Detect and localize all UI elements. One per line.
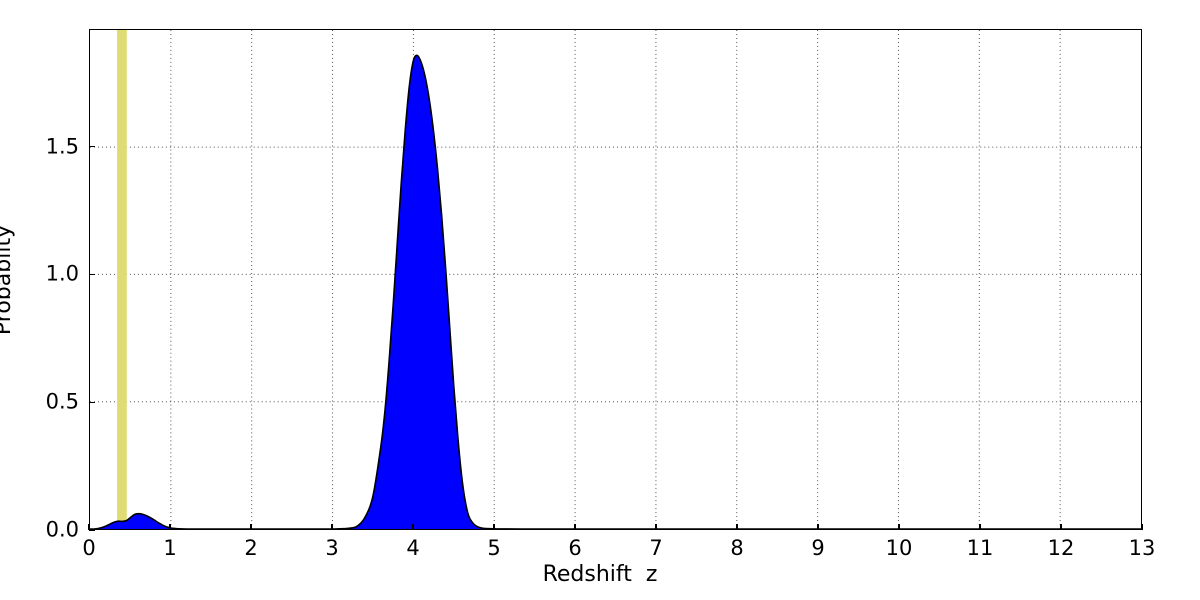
x-tick-label: 5 — [487, 536, 501, 560]
y-tick-mark — [89, 145, 95, 148]
x-tick-label: 10 — [885, 536, 913, 560]
x-tick-label: 6 — [568, 536, 582, 560]
curve-outline — [90, 54, 1141, 529]
y-tick-mark — [89, 529, 95, 531]
x-tick-mark — [655, 524, 657, 530]
y-tick-label: 0.5 — [45, 389, 79, 414]
x-tick-mark — [817, 524, 819, 530]
y-tick-label: 1.5 — [45, 134, 79, 159]
y-axis-title: Probablity — [0, 224, 16, 336]
y-tick-mark — [89, 401, 95, 403]
probability-density-curve — [90, 54, 1141, 529]
x-tick-label: 3 — [325, 536, 339, 560]
x-tick-label: 4 — [406, 536, 420, 560]
x-tick-mark — [574, 524, 576, 530]
y-tick-mark — [89, 273, 95, 276]
x-tick-label: 0 — [82, 536, 96, 560]
x-tick-mark — [1141, 524, 1143, 530]
x-tick-mark — [1060, 524, 1062, 530]
x-tick-mark — [250, 524, 252, 530]
spectroscopic-redshift-band — [117, 30, 127, 529]
x-tick-mark — [736, 524, 738, 530]
x-axis-title: Redshift z — [542, 562, 658, 587]
x-tick-label: 7 — [649, 536, 663, 560]
x-tick-label: 13 — [1128, 536, 1156, 560]
x-tick-mark — [898, 524, 900, 530]
x-tick-mark — [88, 524, 90, 530]
x-tick-label: 12 — [1047, 536, 1075, 560]
y-tick-label: 1.0 — [45, 261, 79, 286]
x-tick-label: 2 — [244, 536, 258, 560]
vertical-band-layer — [117, 30, 127, 529]
x-tick-mark — [412, 524, 414, 530]
plot-area — [89, 29, 1142, 530]
y-tick-label: 0.0 — [45, 517, 79, 542]
x-tick-label: 11 — [966, 536, 994, 560]
x-tick-label: 9 — [811, 536, 825, 560]
x-tick-label: 8 — [730, 536, 744, 560]
x-tick-mark — [331, 524, 333, 530]
x-tick-mark — [979, 524, 981, 530]
curve-fill — [90, 55, 1141, 529]
x-tick-mark — [169, 524, 171, 530]
x-tick-label: 1 — [163, 536, 177, 560]
x-tick-mark — [493, 524, 495, 530]
